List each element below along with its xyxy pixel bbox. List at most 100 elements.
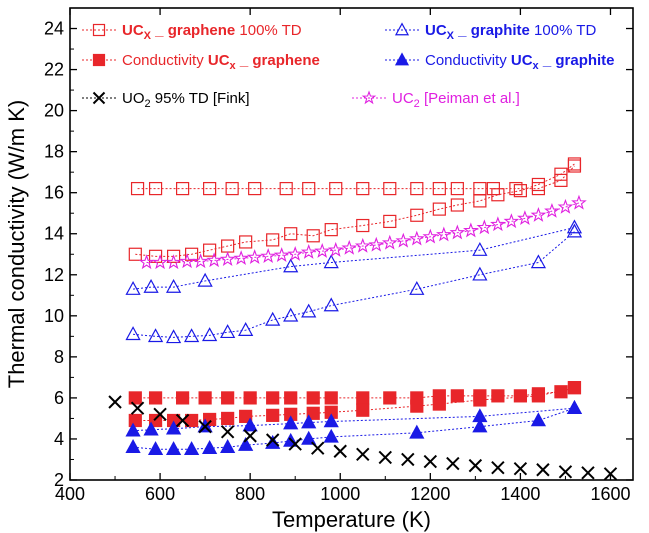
legend-text-part: Conductivity [425,52,511,69]
y-tick-label: 22 [44,60,64,80]
plot-border [69,7,634,481]
data-point [323,428,339,443]
data-point [125,439,141,453]
data-point [468,458,483,473]
series-9 [138,194,587,270]
data-point [324,391,338,405]
legend-text-part: UC [511,52,533,69]
x-tick-label: 1200 [410,484,450,504]
data-point [198,419,212,434]
data-point [233,250,249,266]
x-tick-label: 400 [55,484,85,504]
series-8 [108,395,618,481]
legend-text-part: x [533,60,540,72]
data-point [266,391,280,405]
legend-text-part: x [230,60,237,72]
y-tick-label: 10 [44,306,64,326]
data-point [143,278,159,293]
data-point [410,208,424,222]
y-tick-label: 18 [44,142,64,162]
series-5 [125,223,583,344]
y-tick-label: 2 [54,470,64,490]
data-point [265,311,281,326]
data-point [368,236,385,252]
data-point [147,328,164,343]
data-point [202,440,218,454]
data-point [517,210,533,226]
data-point [557,198,574,214]
data-point [130,181,145,196]
data-point [243,391,257,405]
data-point [531,177,546,192]
data-point [306,229,320,243]
data-point [128,391,142,405]
data-point [476,219,493,235]
data-point [463,222,479,238]
data-point [166,249,181,263]
data-point [449,224,466,240]
data-point [333,444,347,458]
legend-text-part: _ graphite [454,22,530,39]
data-point [395,232,412,248]
data-point [383,214,397,229]
legend-item: Conductivity UCx _ graphite [385,52,615,72]
legend-text-part: 100% TD [235,22,302,39]
data-point [225,181,239,196]
legend-label: UO2 95% TD [Fink] [122,90,250,110]
data-point [567,157,582,171]
data-point [472,266,488,281]
legend-item: UO2 95% TD [Fink] [82,90,250,110]
y-tick-label: 12 [44,265,64,285]
data-point [243,429,257,443]
data-point [128,413,142,428]
data-point [306,391,320,405]
data-point [165,278,182,293]
data-point [206,252,222,268]
data-point [183,441,200,455]
series-line-6 [133,407,575,432]
x-tick-label: 1000 [320,484,360,504]
y-axis-title: Thermal conductivity (W/m K) [4,100,29,389]
data-point [283,258,299,273]
legend-text-part: X [447,30,455,42]
data-point [311,441,325,455]
x-tick-label: 1400 [500,484,540,504]
legend-label: UC2 [Peiman et al.] [392,90,520,110]
data-point [491,188,505,202]
legend-text-part: _ graphene [236,52,320,69]
data-point [432,202,446,216]
data-point [238,436,254,451]
y-tick-label: 6 [54,388,64,408]
data-point [513,389,528,403]
data-point [436,226,452,242]
data-point [530,412,547,427]
data-point [152,254,168,270]
x-tick-label: 1600 [590,484,630,504]
data-point [554,167,568,181]
legend-item: Conductivity UCx _ graphene [82,52,320,72]
data-point [329,181,343,196]
legend-text-part: UC [208,52,230,69]
series-line-2 [135,387,575,399]
plot-frame [69,7,634,481]
data-point [356,403,370,417]
y-tick-label: 16 [44,183,64,203]
legend-text-part: 2 [414,98,420,110]
legend-text-part: UC [122,22,144,39]
data-point [138,254,155,270]
data-point [165,441,182,455]
data-point [176,181,190,196]
data-point [401,452,415,467]
data-point [314,242,331,258]
legend-text-part: _ graphene [151,22,235,39]
legend-marker [92,23,106,37]
data-point [130,401,145,415]
data-point [108,395,122,409]
data-point [410,181,424,196]
data-point [472,418,488,433]
data-point [581,466,595,480]
legend-text-part: UC [425,22,447,39]
data-point [423,454,438,469]
data-point [239,235,253,249]
